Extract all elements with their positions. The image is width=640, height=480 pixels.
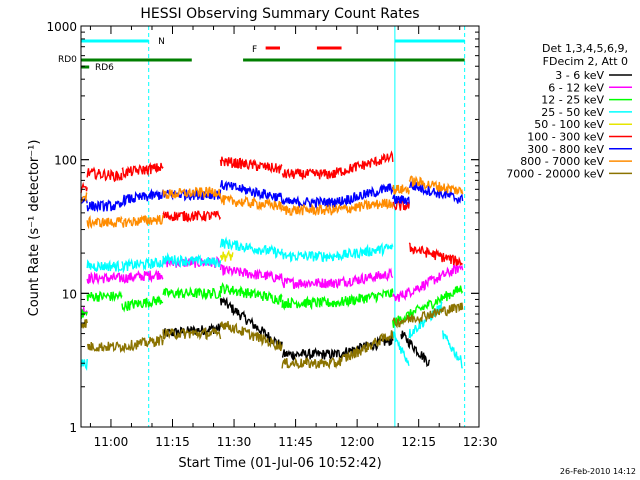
chart-title: HESSI Observing Summary Count Rates	[140, 6, 419, 22]
legend-entry: 50 - 100 keV	[534, 118, 604, 131]
series-line	[80, 281, 464, 328]
x-tick-label: 12:15	[401, 435, 436, 449]
x-tick-label: 11:00	[94, 435, 129, 449]
series-line	[80, 150, 463, 266]
legend-entry: 6 - 12 keV	[548, 81, 604, 94]
y-axis-label: Count Rate (s⁻¹ detector⁻¹)	[27, 140, 42, 317]
legend: Det 1,3,4,5,6,9,FDecim 2, Att 03 - 6 keV…	[506, 42, 632, 180]
flag-rd6-label: RD6	[95, 63, 114, 73]
legend-header: Det 1,3,4,5,6,9,	[542, 42, 628, 55]
flag-rd0-label: RD0	[58, 55, 77, 65]
axes: 1 10 100 1000 11:00 11:15 11:30 11:45 12:00 12:15…	[46, 20, 497, 449]
flag-f-label: F	[252, 45, 257, 55]
series-line	[80, 180, 464, 213]
y-tick-label: 10	[62, 287, 77, 301]
y-tick-label: 1	[69, 421, 77, 435]
y-tick-label: 100	[54, 154, 77, 168]
plot-frame	[80, 25, 480, 428]
footer-date: 26-Feb-2010 14:12	[560, 467, 636, 476]
series-line	[80, 302, 464, 370]
legend-entry: 100 - 300 keV	[527, 131, 604, 144]
y-tick-label: 1000	[46, 20, 77, 34]
x-tick-label: 11:30	[217, 435, 252, 449]
series-line	[219, 249, 234, 262]
x-tick-label: 11:45	[278, 435, 313, 449]
plot-area: N RD0 RD6 F	[58, 26, 466, 427]
legend-entry: 3 - 6 keV	[555, 69, 604, 82]
x-tick-label: 12:30	[463, 435, 498, 449]
flag-n-label: N	[158, 37, 165, 47]
x-axis-label: Start Time (01-Jul-06 10:52:42)	[178, 456, 381, 471]
x-tick-label: 11:15	[155, 435, 190, 449]
series-line	[80, 175, 464, 230]
legend-entry: 7000 - 20000 keV	[506, 167, 604, 180]
series-line	[162, 296, 431, 368]
series-line	[80, 255, 464, 316]
legend-entry: 25 - 50 keV	[541, 106, 604, 119]
legend-entry: 12 - 25 keV	[541, 94, 604, 107]
legend-header: FDecim 2, Att 0	[543, 55, 628, 68]
x-tick-label: 12:00	[340, 435, 375, 449]
legend-entry: 800 - 7000 keV	[520, 155, 604, 168]
legend-entry: 300 - 800 keV	[527, 143, 604, 156]
